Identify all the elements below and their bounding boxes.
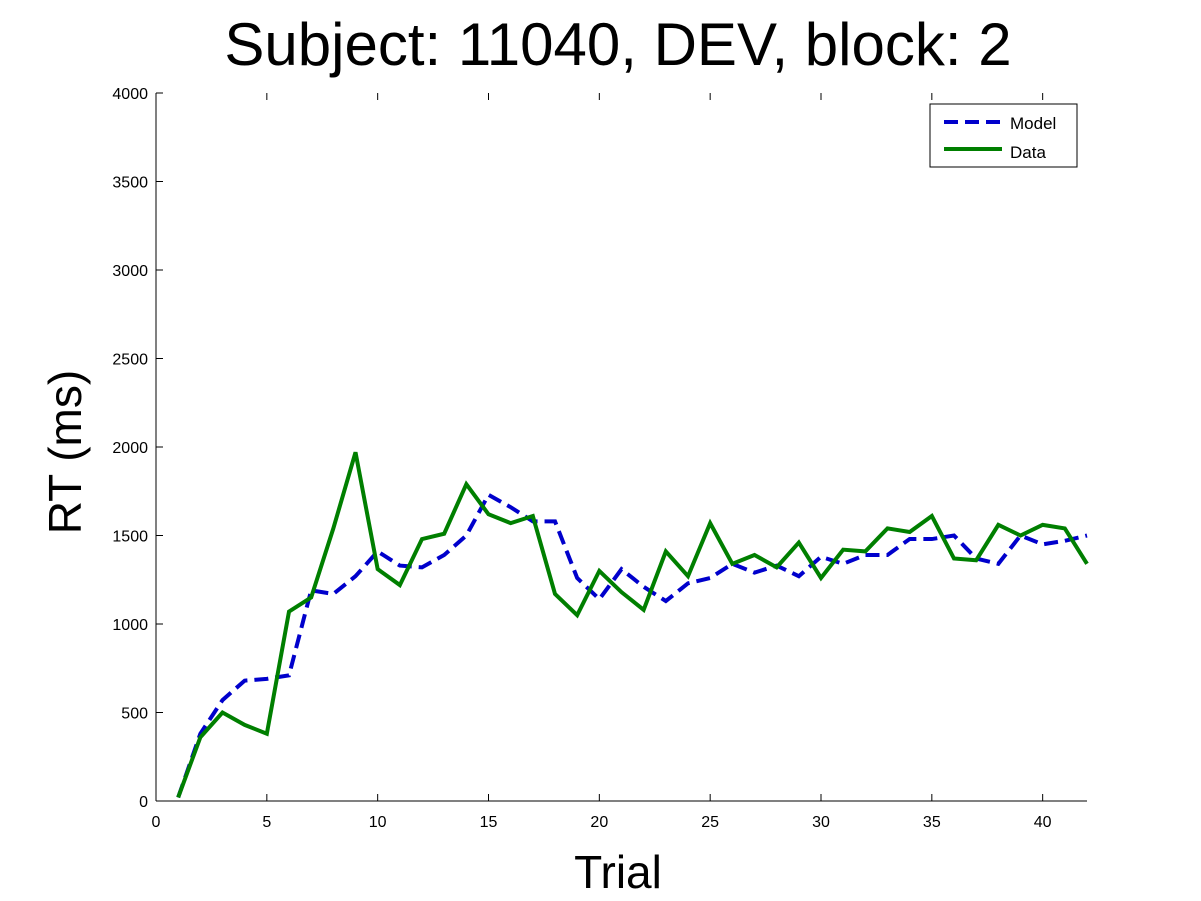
y-tick-label: 2500 bbox=[112, 352, 148, 369]
y-tick-label: 1000 bbox=[112, 617, 148, 634]
y-tick-label: 500 bbox=[121, 706, 148, 723]
y-tick-label: 4000 bbox=[112, 86, 148, 103]
x-tick-label: 25 bbox=[701, 814, 719, 831]
y-tick-label: 3000 bbox=[112, 263, 148, 280]
x-tick-label: 10 bbox=[369, 814, 387, 831]
x-tick-label: 5 bbox=[262, 814, 271, 831]
y-tick-label: 0 bbox=[139, 794, 148, 811]
x-tick-label: 0 bbox=[152, 814, 161, 831]
series-line-data bbox=[176, 451, 1089, 799]
series-lines bbox=[176, 451, 1089, 799]
y-tick-label: 1500 bbox=[112, 529, 148, 546]
x-tick-label: 40 bbox=[1034, 814, 1052, 831]
x-axis-label: Trial bbox=[574, 846, 662, 898]
plot-area bbox=[155, 93, 1087, 802]
legend-label-data: Data bbox=[1010, 143, 1046, 162]
y-axis-label: RT (ms) bbox=[39, 370, 91, 534]
y-ticks: 0 500 1000 1500 2000 2500 3000 3500 4000 bbox=[112, 86, 163, 811]
x-tick-label: 35 bbox=[923, 814, 941, 831]
x-tick-label: 30 bbox=[812, 814, 830, 831]
x-ticks: 0 5 10 15 20 25 30 35 40 bbox=[152, 93, 1052, 831]
x-tick-label: 15 bbox=[480, 814, 498, 831]
legend-box bbox=[929, 103, 1078, 168]
x-tick-label: 20 bbox=[590, 814, 608, 831]
y-tick-label: 2000 bbox=[112, 440, 148, 457]
chart-title: Subject: 11040, DEV, block: 2 bbox=[224, 11, 1011, 78]
legend-label-model: Model bbox=[1010, 114, 1056, 133]
series-line-model bbox=[176, 492, 1088, 799]
plot-background bbox=[156, 93, 1087, 801]
legend: Model Data bbox=[929, 103, 1078, 168]
y-tick-label: 3500 bbox=[112, 175, 148, 192]
